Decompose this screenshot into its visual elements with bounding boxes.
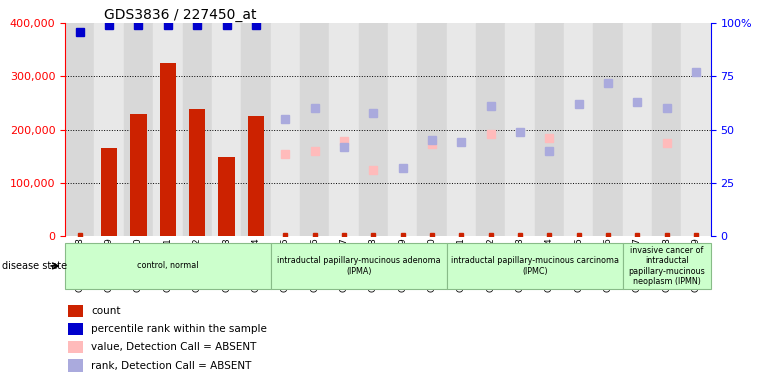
Bar	[358, 23, 388, 236]
Bar	[417, 23, 447, 236]
Bar	[476, 23, 506, 236]
Bar	[160, 63, 176, 236]
FancyBboxPatch shape	[270, 243, 447, 289]
Bar	[652, 23, 682, 236]
FancyBboxPatch shape	[67, 323, 83, 335]
Bar	[94, 23, 124, 236]
Text: intraductal papillary-mucinous adenoma
(IPMA): intraductal papillary-mucinous adenoma (…	[277, 256, 440, 276]
Bar	[153, 23, 182, 236]
Text: GDS3836 / 227450_at: GDS3836 / 227450_at	[104, 8, 257, 22]
Text: invasive cancer of
intraductal
papillary-mucinous
neoplasm (IPMN): invasive cancer of intraductal papillary…	[628, 246, 705, 286]
Bar	[124, 23, 153, 236]
Bar	[270, 23, 300, 236]
FancyBboxPatch shape	[67, 359, 83, 372]
Text: count: count	[91, 306, 120, 316]
Bar	[182, 23, 212, 236]
Bar	[218, 157, 234, 236]
Bar	[447, 23, 476, 236]
FancyBboxPatch shape	[67, 341, 83, 353]
Bar	[329, 23, 358, 236]
Bar	[189, 109, 205, 236]
Bar	[623, 23, 652, 236]
Bar	[682, 23, 711, 236]
Bar	[564, 23, 594, 236]
Bar	[594, 23, 623, 236]
FancyBboxPatch shape	[623, 243, 711, 289]
Text: intraductal papillary-mucinous carcinoma
(IPMC): intraductal papillary-mucinous carcinoma…	[450, 256, 619, 276]
Bar	[130, 114, 146, 236]
FancyBboxPatch shape	[447, 243, 623, 289]
Bar	[300, 23, 329, 236]
FancyBboxPatch shape	[65, 243, 270, 289]
Bar	[101, 148, 117, 236]
Bar	[506, 23, 535, 236]
Bar	[212, 23, 241, 236]
Text: control, normal: control, normal	[137, 262, 198, 270]
Bar	[241, 23, 270, 236]
Text: value, Detection Call = ABSENT: value, Detection Call = ABSENT	[91, 342, 257, 352]
Text: disease state: disease state	[2, 261, 67, 271]
FancyBboxPatch shape	[67, 305, 83, 317]
Bar	[388, 23, 417, 236]
Text: percentile rank within the sample: percentile rank within the sample	[91, 324, 267, 334]
Bar	[248, 116, 264, 236]
Text: rank, Detection Call = ABSENT: rank, Detection Call = ABSENT	[91, 361, 251, 371]
Bar	[535, 23, 564, 236]
Bar	[65, 23, 94, 236]
